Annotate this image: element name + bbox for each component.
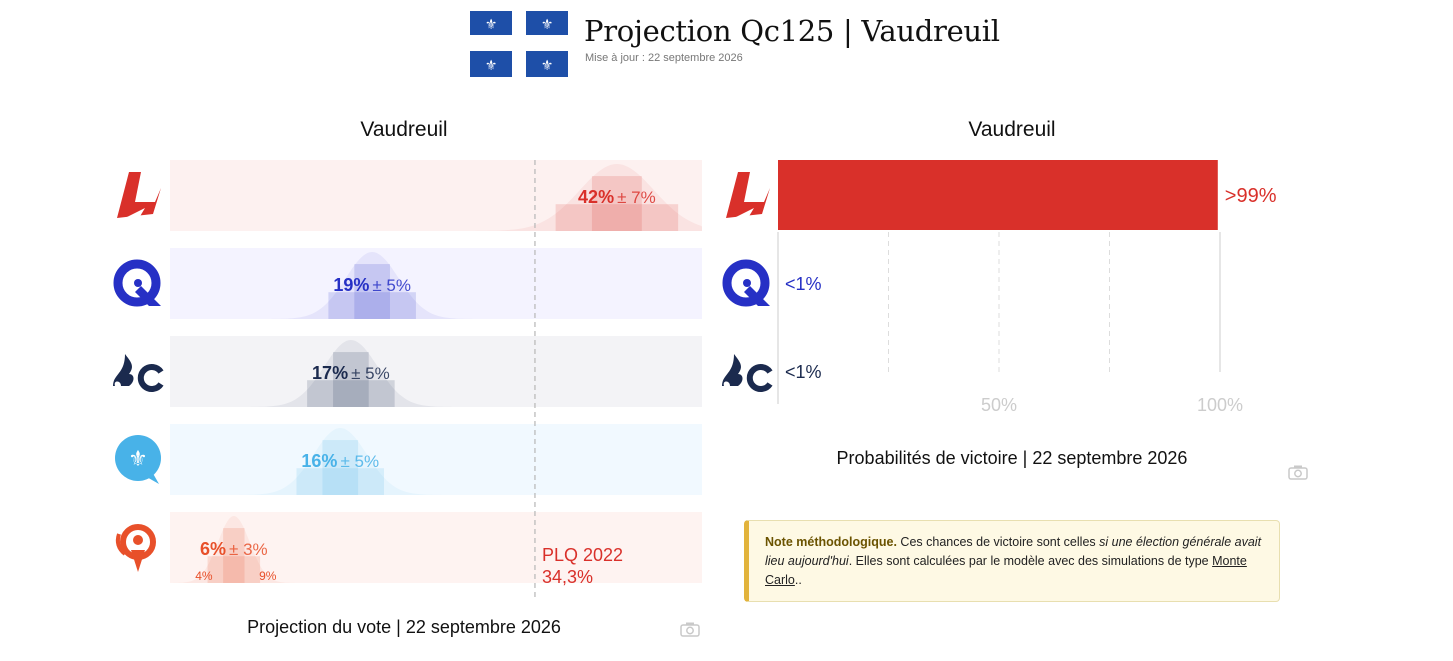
note-emphasis: si une élection générale avait lieu aujo…: [765, 535, 1262, 568]
range-high-label: 9%: [259, 569, 277, 583]
outer-interval-band: [296, 468, 384, 495]
caq-logo-icon: [720, 344, 774, 398]
pq-logo-icon: [111, 256, 165, 310]
vote-percent: 17%: [312, 363, 348, 383]
page-title: Projection Qc125 | Vaudreuil: [584, 14, 1000, 48]
inner-interval-band: [322, 440, 359, 495]
vote-row-background: [170, 160, 702, 231]
vote-value-label: 17% ± 5%: [312, 363, 390, 383]
plq-logo-icon: [111, 168, 165, 222]
outer-interval-band: [307, 380, 395, 407]
outer-interval-band: [328, 292, 416, 319]
svg-text:⚜: ⚜: [485, 58, 498, 74]
note-label: Note méthodologique.: [765, 535, 897, 549]
vote-moe: ± 5%: [351, 364, 390, 383]
vote-moe: ± 5%: [340, 452, 379, 471]
note-text: . Elles sont calculées par le modèle ave…: [848, 554, 1213, 568]
vote-row-pcq: 16% ± 5%: [170, 424, 702, 495]
probability-label: <1%: [785, 362, 822, 382]
pcq-logo-icon: ⚜: [111, 432, 165, 486]
distribution-curve: [265, 252, 479, 319]
probability-label: <1%: [785, 274, 822, 294]
outer-interval-band: [207, 556, 261, 583]
reference-label: PLQ 2022: [542, 545, 623, 565]
distribution-curve: [244, 340, 458, 407]
vote-row-background: [170, 512, 702, 583]
vote-row-qs: 6% ± 3% 4% 9%: [170, 512, 702, 583]
probability-label: >99%: [1225, 185, 1277, 207]
svg-text:⚜: ⚜: [541, 17, 554, 33]
distribution-curve: [233, 428, 447, 495]
probability-bar-plq: [778, 160, 1218, 230]
distribution-curve: [170, 516, 298, 583]
camera-icon[interactable]: [680, 621, 700, 637]
distribution-curve: [467, 164, 702, 231]
svg-text:⚜: ⚜: [541, 58, 554, 74]
inner-interval-band: [333, 352, 369, 407]
inner-interval-band: [591, 176, 642, 231]
win-probability-chart: >99% <1% <1% 50% 100%: [777, 160, 1277, 415]
methodology-note: Note méthodologique. Ces chances de vict…: [744, 520, 1280, 602]
vote-percent: 6%: [200, 539, 226, 559]
prob-panel-caption: Probabilités de victoire | 22 septembre …: [836, 448, 1188, 468]
reference-value-label: 34,3%: [542, 567, 593, 587]
svg-text:⚜: ⚜: [128, 447, 148, 472]
note-text: Ces chances de victoire sont celles: [896, 535, 1100, 549]
vote-value-label: 16% ± 5%: [301, 451, 379, 471]
vote-row-background: [170, 248, 702, 319]
plq-logo-icon: [720, 168, 774, 222]
vote-moe: ± 7%: [617, 188, 656, 207]
pq-logo-icon: [720, 256, 774, 310]
x-tick-label: 50%: [981, 395, 1017, 415]
vote-row-pq: 19% ± 5%: [170, 248, 702, 319]
vote-value-label: 42% ± 7%: [578, 187, 656, 207]
vote-percent: 16%: [301, 451, 337, 471]
vote-panel-caption: Projection du vote | 22 septembre 2026: [247, 617, 561, 637]
vote-projection-chart: 42% ± 7%19% ± 5%17% ± 5%16% ± 5%6% ± 3%4% 9%PL…: [170, 160, 702, 598]
svg-text:⚜: ⚜: [485, 17, 498, 33]
vote-value-label: 6% ± 3%: [200, 539, 268, 559]
vote-value-label: 19% ± 5%: [333, 275, 411, 295]
vote-moe: ± 5%: [372, 276, 411, 295]
outer-interval-band: [555, 204, 679, 231]
note-text: ..: [794, 573, 802, 587]
vote-row-caq: 17% ± 5%: [170, 336, 702, 407]
caq-logo-icon: [111, 344, 165, 398]
vote-panel-title: Vaudreuil: [360, 118, 448, 141]
inner-interval-band: [354, 264, 390, 319]
inner-interval-band: [223, 528, 245, 583]
prob-panel-title: Vaudreuil: [968, 118, 1056, 141]
vote-percent: 42%: [578, 187, 614, 207]
camera-icon[interactable]: [1288, 464, 1308, 480]
vote-percent: 19%: [333, 275, 369, 295]
range-low-label: 4%: [195, 569, 213, 583]
vote-row-plq: 42% ± 7%: [170, 160, 702, 231]
monte-carlo-link[interactable]: Monte Carlo: [765, 554, 1247, 587]
qs-logo-icon: [111, 520, 165, 574]
quebec-flag-icon: ⚜ ⚜ ⚜ ⚜: [470, 11, 568, 77]
vote-moe: ± 3%: [229, 540, 268, 559]
update-date: Mise à jour : 22 septembre 2026: [585, 52, 743, 64]
vote-row-background: [170, 424, 702, 495]
x-tick-label: 100%: [1197, 395, 1243, 415]
vote-row-background: [170, 336, 702, 407]
